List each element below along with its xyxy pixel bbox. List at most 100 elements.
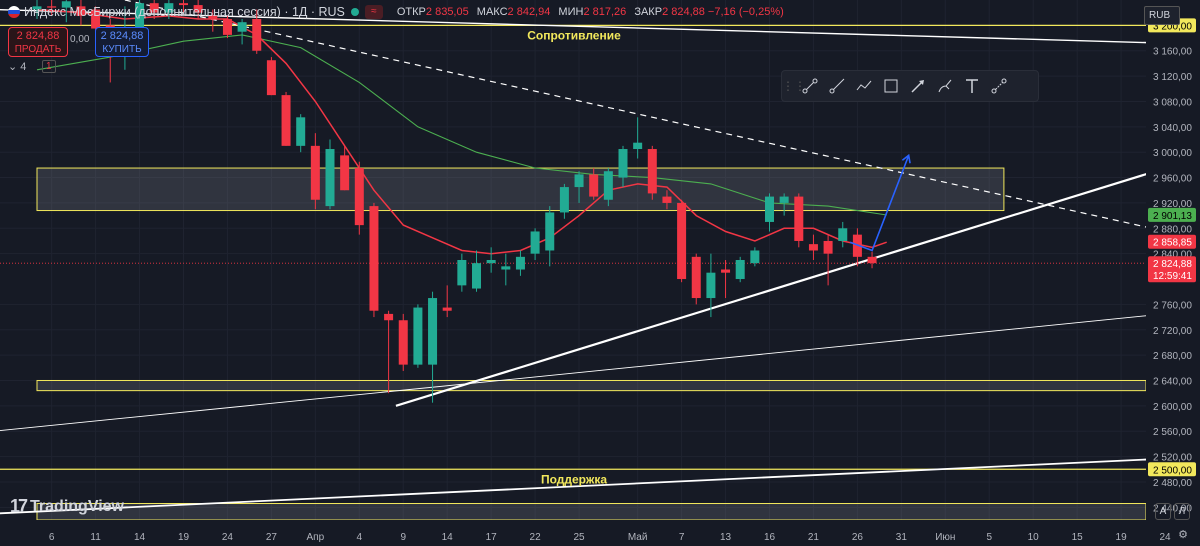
x-tick-label: 17 (486, 532, 498, 543)
y-tick-label: 3 000,00 (1153, 148, 1192, 159)
candle-body (633, 142, 643, 150)
y-tick-label: 3 160,00 (1153, 47, 1192, 58)
candle-body (457, 260, 467, 286)
adjustment-badge: ≈ (364, 5, 383, 19)
candle-body (325, 149, 335, 207)
candle-body (721, 269, 731, 273)
slow-moving-average (36, 34, 887, 216)
price-tag-label: 2 858,85 (1153, 238, 1192, 249)
arrow-icon[interactable] (904, 73, 931, 100)
candle-body (823, 240, 833, 254)
price-zone (36, 503, 1147, 521)
candle-body (237, 22, 247, 32)
x-tick-label: 31 (896, 532, 908, 543)
y-tick-label: 3 040,00 (1153, 123, 1192, 134)
candle-body (354, 168, 364, 226)
candle-body (501, 266, 511, 270)
candle-body (47, 6, 57, 8)
drawing-toolbar: ⋮⋮ (781, 70, 1039, 102)
x-tick-label: 16 (764, 532, 776, 543)
candle-body (76, 6, 86, 16)
log-scale-button[interactable]: Л (1174, 503, 1190, 520)
path-icon[interactable] (850, 73, 877, 100)
candle-body (618, 149, 628, 178)
alert-count[interactable]: 1 (42, 60, 56, 73)
price-tag-label: 3 200,00 (1153, 21, 1192, 32)
candle-body (398, 320, 408, 365)
price-tag (1148, 207, 1196, 222)
trend-line (395, 156, 1200, 407)
price-tag-label: 2 500,00 (1153, 465, 1192, 476)
candle-body (135, 3, 145, 29)
x-tick-label: 15 (1072, 532, 1084, 543)
currency-selector[interactable]: RUB (1144, 6, 1180, 25)
measure-icon[interactable] (985, 73, 1012, 100)
candle-body (779, 196, 789, 203)
tradingview-mark-icon: 17 (10, 496, 28, 516)
x-tick-label: 22 (530, 532, 542, 543)
candle-body (662, 196, 672, 203)
x-tick-label: 24 (222, 532, 234, 543)
x-tick-label: Май (628, 532, 648, 543)
buy-button[interactable]: 2 824,88 КУПИТЬ (95, 27, 149, 57)
x-tick-label: 11 (90, 532, 101, 543)
x-tick-label: Апр (307, 532, 325, 543)
price-zone (36, 379, 1147, 392)
tradingview-logo: 17 TradingView (10, 496, 124, 516)
candle-body (706, 272, 716, 299)
market-status-icon (350, 8, 359, 16)
x-tick-label: 6 (49, 532, 55, 543)
price-tag (1148, 234, 1196, 249)
x-tick-label: 24 (1159, 532, 1171, 543)
candle-body (603, 171, 613, 200)
x-tick-label: 13 (720, 532, 732, 543)
x-tick-label: 14 (442, 532, 454, 543)
x-tick-label: 19 (178, 532, 190, 543)
forecast-arrow (849, 155, 910, 252)
y-tick-label: 2 520,00 (1153, 453, 1192, 464)
price-zone (36, 167, 1005, 212)
rectangle-icon[interactable] (877, 73, 904, 100)
candle-body (222, 19, 232, 35)
price-tag (1148, 462, 1196, 477)
resistance-label: Сопротивление (527, 28, 621, 42)
y-tick-label: 3 120,00 (1153, 72, 1192, 83)
y-tick-label: 2 920,00 (1153, 199, 1192, 210)
x-tick-label: 25 (573, 532, 585, 543)
candle-body (193, 5, 203, 13)
indicators-toggle[interactable]: ⌄ 4 (8, 61, 27, 73)
drag-handle-icon[interactable]: ⋮⋮ (782, 79, 806, 93)
candle-body (545, 212, 555, 251)
candle-body (310, 145, 320, 200)
symbol-title[interactable]: Индекс МосБиржи (дополнительная сессия) … (24, 5, 345, 19)
ohlc-readout: ОТКР2 835,05 МАКС2 842,94 МИН2 817,26 ЗА… (396, 6, 784, 18)
candle-body (472, 263, 481, 289)
candle-body (208, 15, 218, 20)
y-tick-label: 2 640,00 (1153, 376, 1192, 387)
candle-body (838, 228, 848, 241)
y-tick-label: 2 720,00 (1153, 326, 1192, 337)
trend-line (0, 309, 1200, 431)
ray-icon[interactable] (823, 73, 850, 100)
candle-body (164, 3, 174, 13)
candle-body (750, 250, 760, 264)
x-tick-label: 27 (266, 532, 278, 543)
x-tick-label: 7 (679, 532, 685, 543)
candle-body (428, 298, 438, 365)
y-tick-label: 2 480,00 (1153, 478, 1192, 489)
x-tick-label: 10 (1028, 532, 1040, 543)
x-tick-label: Июн (935, 532, 955, 543)
auto-scale-button[interactable]: A (1155, 503, 1171, 520)
candle-body (281, 95, 291, 146)
y-tick-label: 2 960,00 (1153, 174, 1192, 185)
y-tick-label: 2 440,00 (1153, 503, 1192, 514)
candle-body (530, 231, 540, 254)
brush-icon[interactable] (931, 73, 958, 100)
sell-button[interactable]: 2 824,88 ПРОДАТЬ (8, 27, 68, 57)
candle-body (61, 1, 71, 8)
text-icon[interactable] (958, 73, 985, 100)
candle-body (252, 19, 262, 51)
trend-line-icon[interactable] (796, 73, 823, 100)
settings-gear-icon[interactable]: ⚙ (1178, 529, 1188, 541)
y-tick-label: 2 840,00 (1153, 250, 1192, 261)
